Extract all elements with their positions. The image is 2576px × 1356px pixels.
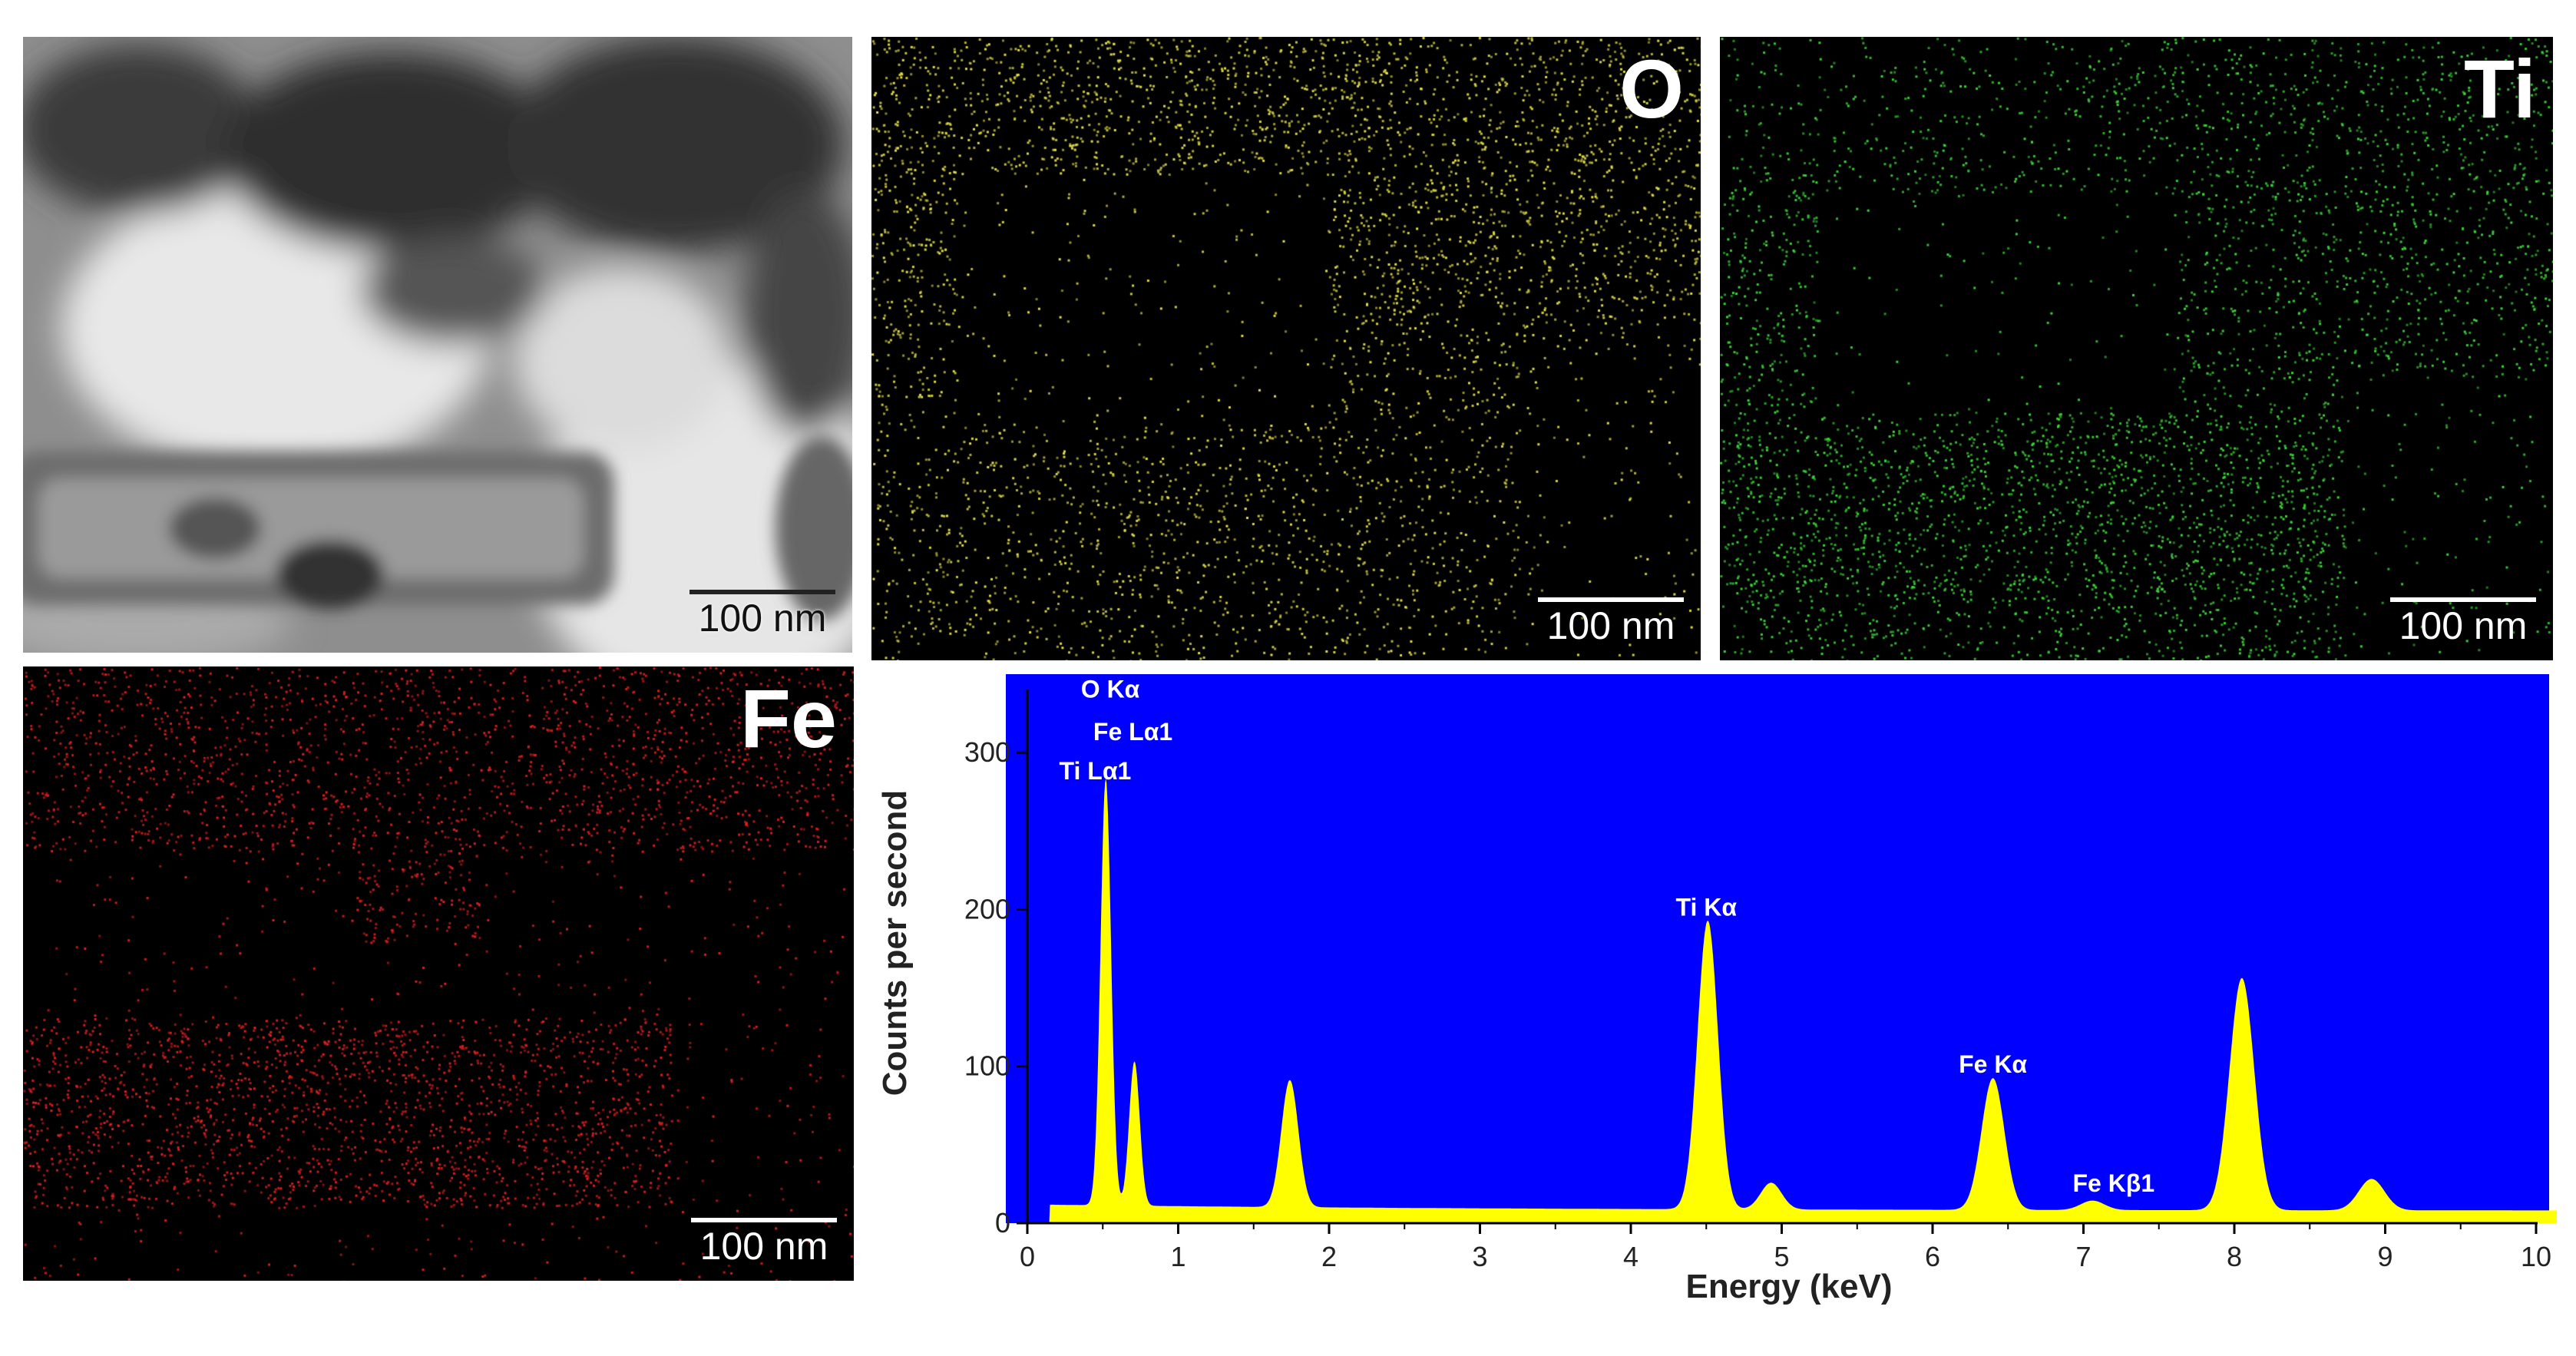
iron-scalebar: 100 nm <box>691 1218 837 1265</box>
peak-annotation: Fe Lα1 <box>1093 718 1172 746</box>
plot-background <box>1006 674 2549 1223</box>
oxygen-map: O 100 nm <box>871 37 1701 660</box>
x-tick-label: 10 <box>2521 1241 2551 1272</box>
x-tick-label: 9 <box>2377 1241 2392 1272</box>
x-tick-label: 7 <box>2075 1241 2091 1272</box>
x-tick-label: 2 <box>1321 1241 1337 1272</box>
peak-annotation: Fe Kα <box>1959 1050 2027 1078</box>
scalebar-label: 100 nm <box>1546 604 1675 647</box>
x-tick-label: 4 <box>1623 1241 1639 1272</box>
y-axis-label: Counts per second <box>876 790 914 1096</box>
tem-scalebar: 100 nm <box>689 590 835 637</box>
peak-annotation: Ti Lα1 <box>1060 757 1132 785</box>
x-tick-label: 8 <box>2227 1241 2242 1272</box>
titanium-dot-map <box>1720 37 2553 660</box>
scalebar-label: 100 nm <box>2399 604 2528 647</box>
scalebar-line <box>2390 597 2536 602</box>
x-tick-label: 1 <box>1170 1241 1185 1272</box>
peak-annotation: Fe Kβ1 <box>2072 1169 2154 1197</box>
x-tick-label: 0 <box>1020 1241 1035 1272</box>
scalebar-line <box>689 590 835 594</box>
x-axis-label: Energy (keV) <box>1686 1268 1893 1305</box>
titanium-scalebar: 100 nm <box>2390 597 2536 645</box>
x-tick-label: 3 <box>1472 1241 1487 1272</box>
scalebar-line <box>691 1218 837 1222</box>
titanium-label: Ti <box>2463 42 2536 135</box>
iron-label: Fe <box>739 672 837 765</box>
scalebar-label: 100 nm <box>699 1225 828 1268</box>
iron-dot-map <box>23 666 854 1281</box>
tem-micrograph <box>23 37 852 653</box>
y-tick-label: 0 <box>995 1207 1010 1239</box>
x-tick-label: 6 <box>1925 1241 1940 1272</box>
y-tick-label: 100 <box>964 1050 1010 1082</box>
oxygen-scalebar: 100 nm <box>1538 597 1684 645</box>
iron-map: Fe 100 nm <box>23 666 854 1281</box>
y-tick-label: 300 <box>964 736 1010 768</box>
scalebar-label: 100 nm <box>698 597 827 640</box>
oxygen-label: O <box>1619 42 1684 135</box>
scalebar-line <box>1538 597 1684 602</box>
peak-annotation: Ti Kα <box>1675 894 1737 921</box>
y-tick-label: 200 <box>964 893 1010 924</box>
peak-annotation: O Kα <box>1081 676 1140 703</box>
tem-image: 100 nm <box>23 37 852 653</box>
titanium-map: Ti 100 nm <box>1720 37 2553 660</box>
oxygen-dot-map <box>871 37 1701 660</box>
x-tick-label: 5 <box>1774 1241 1789 1272</box>
eds-spectrum-chart: O Kα Fe Lα1 Ti Lα1 Ti Kα Fe Kα Fe Kβ1 0 1 2 3 4 5 6… <box>876 674 2557 1305</box>
